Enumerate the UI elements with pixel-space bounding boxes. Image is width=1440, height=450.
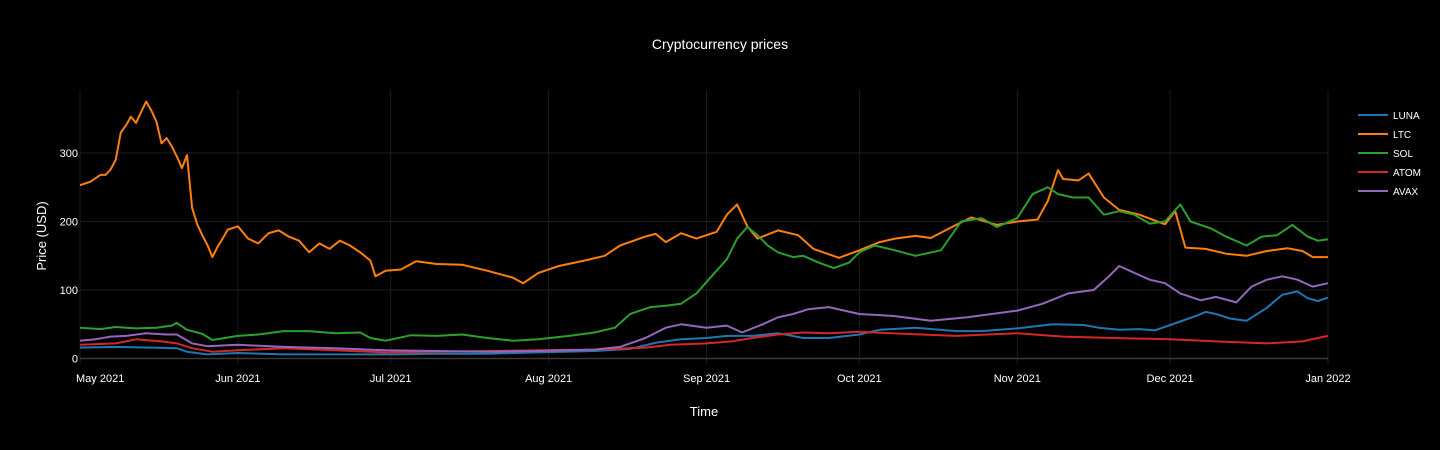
- legend-label: LTC: [1393, 130, 1411, 141]
- y-axis-title: Price (USD): [34, 201, 49, 270]
- legend-item-atom[interactable]: ATOM: [1358, 168, 1421, 179]
- legend-label: SOL: [1393, 149, 1413, 160]
- x-tick-label: May 2021: [76, 373, 124, 385]
- x-tick-label: Nov 2021: [994, 373, 1041, 385]
- chart-title: Cryptocurrency prices: [651, 36, 789, 52]
- grid-lines: [79, 90, 1329, 364]
- x-axis-title: Time: [690, 404, 718, 419]
- series-line-avax[interactable]: [79, 265, 1329, 353]
- legend-item-ltc[interactable]: LTC: [1358, 130, 1411, 141]
- x-tick-label: Oct 2021: [837, 373, 882, 385]
- series-line-sol[interactable]: [79, 186, 1329, 342]
- legend-label: ATOM: [1393, 168, 1421, 179]
- x-tick-label: Jun 2021: [215, 373, 260, 385]
- series-line-atom[interactable]: [79, 330, 1329, 354]
- legend-label: AVAX: [1393, 187, 1419, 198]
- y-tick-label: 100: [60, 285, 78, 297]
- y-tick-label: 200: [60, 217, 78, 229]
- series-line-luna[interactable]: [79, 290, 1329, 356]
- x-tick-label: Dec 2021: [1147, 373, 1194, 385]
- legend-label: LUNA: [1393, 111, 1420, 122]
- series-lines[interactable]: [79, 100, 1329, 356]
- x-tick-label: Aug 2021: [525, 373, 572, 385]
- series-line-ltc[interactable]: [79, 100, 1328, 285]
- y-tick-label: 300: [60, 148, 78, 160]
- legend-item-luna[interactable]: LUNA: [1358, 111, 1420, 122]
- y-tick-label: 0: [72, 354, 78, 366]
- legend[interactable]: LUNA LTC SOL ATOM AVAX: [1358, 111, 1421, 198]
- axis-ticks: May 2021 Jun 2021 Jul 2021 Aug 2021 Sep 2021…: [60, 148, 1351, 385]
- legend-item-avax[interactable]: AVAX: [1358, 187, 1419, 198]
- legend-item-sol[interactable]: SOL: [1358, 149, 1413, 160]
- x-tick-label: Jan 2022: [1305, 373, 1350, 385]
- x-tick-label: Jul 2021: [370, 373, 412, 385]
- x-tick-label: Sep 2021: [683, 373, 730, 385]
